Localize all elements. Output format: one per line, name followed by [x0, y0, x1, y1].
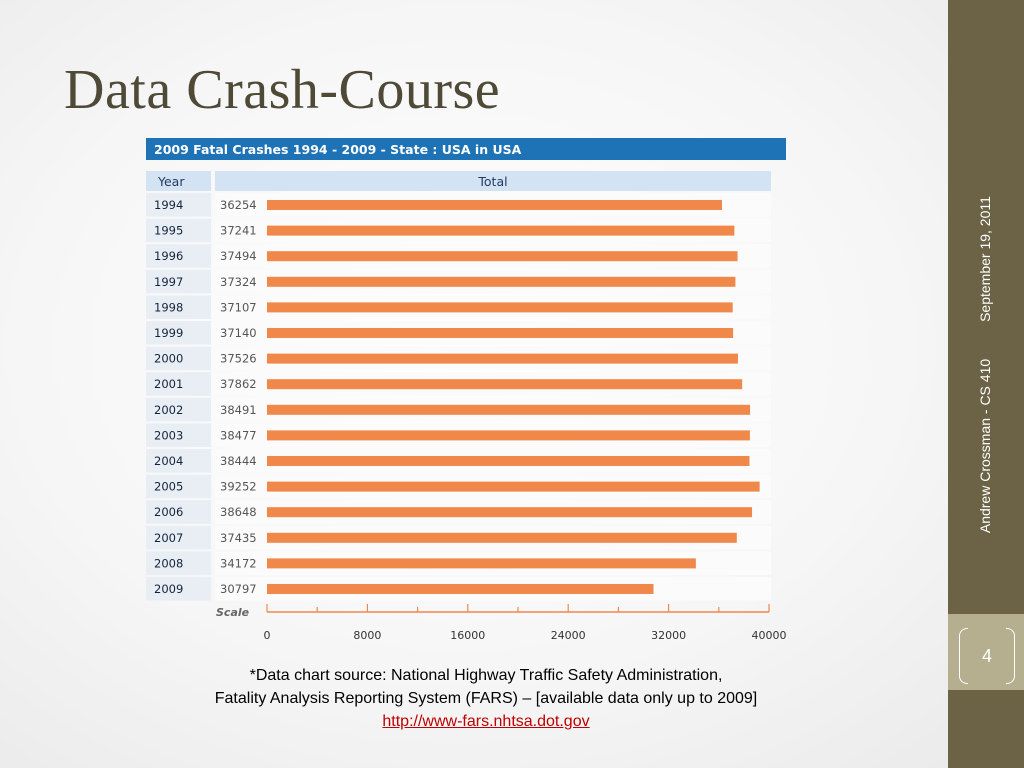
bar — [267, 584, 654, 594]
slide-date: September 19, 2011 — [977, 196, 993, 322]
year-label: 1995 — [154, 224, 183, 238]
year-header-label: Year — [157, 174, 185, 189]
bar — [267, 558, 696, 569]
year-cell — [146, 269, 211, 294]
year-label: 1998 — [154, 300, 183, 314]
bracket-left — [959, 628, 968, 684]
tick-label: 32000 — [651, 629, 686, 642]
year-label: 2004 — [154, 454, 183, 468]
bar — [267, 430, 750, 441]
year-label: 2002 — [154, 403, 183, 417]
value-label: 37140 — [220, 326, 257, 340]
tick-label: 16000 — [450, 629, 485, 642]
value-label: 37324 — [220, 275, 257, 289]
bar — [267, 200, 722, 210]
bar — [267, 225, 735, 236]
bar — [267, 532, 737, 543]
bar — [267, 328, 734, 338]
year-column-header — [146, 171, 211, 191]
value-label: 37526 — [220, 352, 257, 366]
year-label: 2007 — [154, 531, 183, 545]
year-cell — [146, 346, 211, 371]
value-label: 38648 — [220, 505, 257, 519]
tick-label: 0 — [264, 629, 271, 642]
year-cell — [146, 321, 211, 345]
year-label: 2006 — [154, 505, 183, 519]
bar — [267, 481, 760, 492]
year-cell — [146, 423, 211, 447]
caption-line-1: *Data chart source: National Highway Tra… — [249, 667, 723, 684]
value-label: 37435 — [220, 531, 257, 545]
source-link[interactable]: http://www-fars.nhtsa.dot.gov — [382, 713, 590, 730]
value-label: 38491 — [220, 403, 257, 417]
year-cell — [146, 449, 211, 473]
year-cell — [146, 525, 211, 550]
year-label: 1997 — [154, 275, 183, 289]
fatal-crashes-chart: 2009 Fatal Crashes 1994 - 2009 - State :… — [146, 138, 787, 642]
year-cell — [146, 551, 211, 575]
value-label: 37862 — [220, 377, 257, 391]
year-cell — [146, 295, 211, 319]
year-label: 2009 — [154, 582, 183, 596]
year-label: 2001 — [154, 377, 183, 391]
tick-label: 8000 — [353, 629, 381, 642]
value-label: 38477 — [220, 428, 257, 442]
year-cell — [146, 397, 211, 422]
chart-source-caption: *Data chart source: National Highway Tra… — [150, 664, 822, 733]
value-label: 34172 — [220, 556, 257, 570]
total-column-header — [215, 171, 771, 191]
year-label: 2008 — [154, 556, 183, 570]
year-cell — [146, 577, 211, 601]
year-label: 2000 — [154, 352, 183, 366]
page-number-box: 4 — [959, 628, 1015, 684]
bar — [267, 404, 751, 415]
value-label: 36254 — [220, 198, 257, 212]
year-label: 1996 — [154, 249, 183, 263]
bar — [267, 456, 750, 466]
bar — [267, 251, 738, 262]
slide-title: Data Crash-Course — [64, 59, 501, 121]
value-label: 37241 — [220, 224, 257, 238]
caption-line-2: Fatality Analysis Reporting System (FARS… — [214, 690, 758, 707]
chart-title-bar — [146, 138, 786, 160]
bar — [267, 302, 733, 313]
year-cell — [146, 244, 211, 268]
slide-footer: Andrew Crossman - CS 410 — [977, 358, 993, 534]
year-label: 2003 — [154, 428, 183, 442]
year-cell — [146, 372, 211, 396]
year-cell — [146, 474, 211, 499]
total-header-label: Total — [477, 174, 507, 189]
page-number: 4 — [981, 646, 992, 666]
tick-label: 40000 — [752, 629, 787, 642]
year-cell — [146, 500, 211, 524]
year-cell — [146, 218, 211, 243]
year-label: 1999 — [154, 326, 183, 340]
tick-label: 24000 — [551, 629, 586, 642]
chart-title: 2009 Fatal Crashes 1994 - 2009 - State :… — [154, 142, 522, 157]
value-label: 39252 — [220, 480, 257, 494]
value-label: 38444 — [220, 454, 257, 468]
scale-label: Scale — [216, 606, 250, 619]
value-label: 37107 — [220, 300, 257, 314]
value-label: 37494 — [220, 249, 257, 263]
bar — [267, 379, 743, 390]
bar — [267, 507, 753, 518]
year-label: 1994 — [154, 198, 183, 212]
year-cell — [146, 193, 211, 217]
bar — [267, 353, 738, 364]
bar — [267, 276, 736, 287]
year-label: 2005 — [154, 480, 183, 494]
value-label: 30797 — [220, 582, 257, 596]
